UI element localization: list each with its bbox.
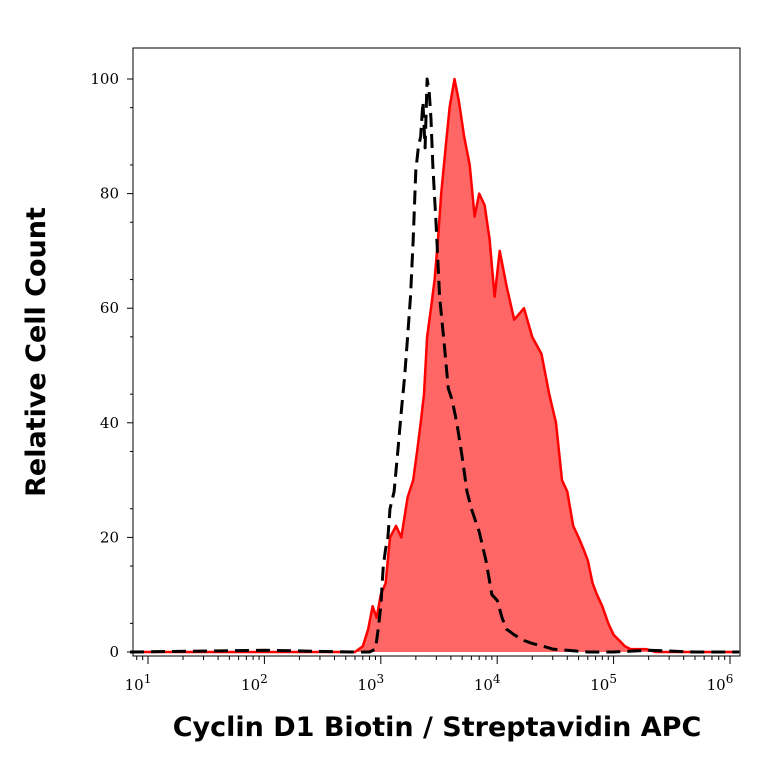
x-tick-label: 103 — [357, 672, 384, 694]
sample-histogram-line — [130, 77, 740, 654]
x-tick-label: 105 — [590, 672, 617, 694]
x-tick-label: 104 — [474, 672, 501, 694]
y-tick-label: 80 — [100, 185, 119, 203]
y-tick-label: 100 — [90, 70, 119, 88]
y-tick-label: 40 — [100, 414, 119, 432]
y-tick-label: 60 — [100, 299, 119, 317]
sample-histogram-fill — [130, 79, 740, 652]
y-tick-label: 20 — [100, 528, 119, 546]
y-tick-label: 0 — [109, 643, 119, 661]
y-axis-title: Relative Cell Count — [21, 207, 52, 497]
series-layer — [129, 77, 740, 654]
x-tick-label: 102 — [241, 672, 268, 694]
x-axis-title: Cyclin D1 Biotin / Streptavidin APC — [173, 712, 702, 743]
x-tick-label: 101 — [125, 672, 152, 694]
control-histogram-line — [129, 77, 740, 654]
x-tick-label: 106 — [707, 672, 734, 694]
axes-layer: 0 20 40 60 80 100 101 102 103 104 105 106 — [90, 70, 733, 694]
